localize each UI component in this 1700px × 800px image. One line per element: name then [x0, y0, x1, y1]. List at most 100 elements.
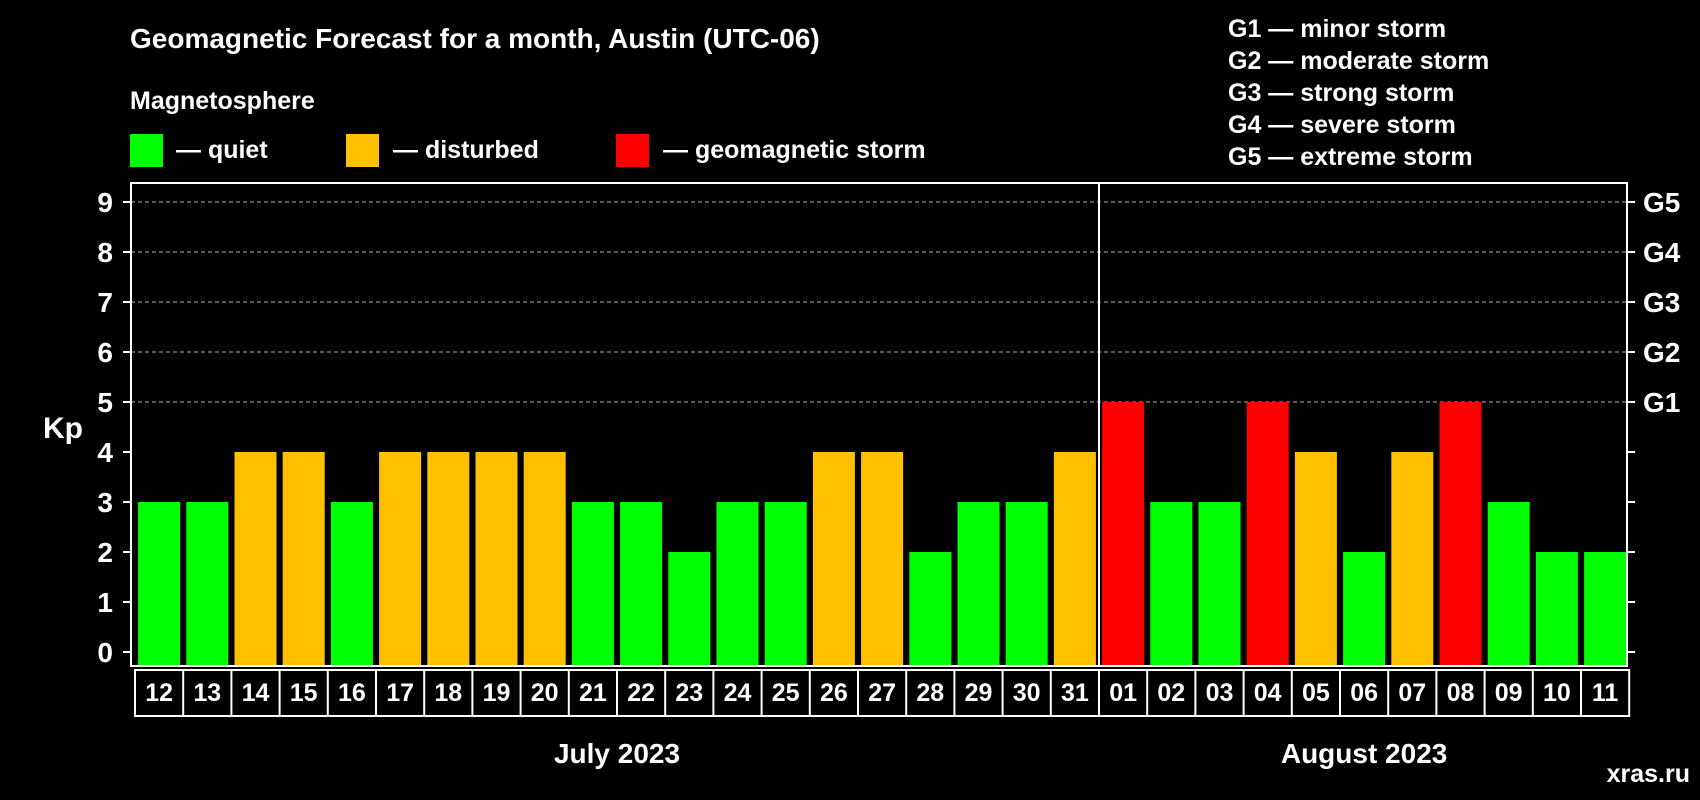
day-label-13: 13	[193, 679, 221, 707]
y-tick-label-2: 2	[97, 537, 113, 568]
day-label-28: 28	[916, 679, 944, 707]
y-tick-label-1: 1	[97, 587, 113, 618]
day-label-04: 04	[1254, 679, 1282, 707]
bar-day-19	[475, 452, 518, 667]
bar-day-16	[330, 502, 373, 667]
day-label-17: 17	[386, 679, 414, 707]
day-label-29: 29	[965, 679, 993, 707]
bar-day-06	[1343, 552, 1386, 667]
storm-scale-g3: G3 — strong storm	[1228, 79, 1454, 107]
g-scale-label-g2: G2	[1643, 337, 1680, 368]
bar-day-28	[909, 552, 952, 667]
day-label-12: 12	[145, 679, 173, 707]
day-label-25: 25	[772, 679, 800, 707]
g-scale-labels: G1 G2 G3 G4 G5	[1643, 187, 1681, 418]
legend-item-quiet: — quiet	[130, 134, 268, 167]
day-label-27: 27	[868, 679, 896, 707]
bar-day-22	[620, 502, 663, 667]
legend-label-quiet: — quiet	[176, 136, 268, 164]
day-label-19: 19	[483, 679, 511, 707]
bar-day-30	[1005, 502, 1048, 667]
bar-day-23	[668, 552, 711, 667]
legend-swatch-quiet	[130, 134, 163, 167]
day-label-05: 05	[1302, 679, 1330, 707]
bar-day-17	[379, 452, 422, 667]
day-label-20: 20	[531, 679, 559, 707]
bar-day-11	[1584, 552, 1627, 667]
legend-item-storm: — geomagnetic storm	[616, 134, 926, 167]
bar-day-14	[234, 452, 277, 667]
day-label-02: 02	[1157, 679, 1185, 707]
bar-day-02	[1150, 502, 1193, 667]
bar-day-13	[186, 502, 229, 667]
month-labels: July 2023 August 2023	[554, 738, 1447, 769]
day-label-23: 23	[675, 679, 703, 707]
legend-label-storm: — geomagnetic storm	[663, 136, 926, 164]
y-tick-label-0: 0	[97, 637, 113, 668]
storm-scale-g5: G5 — extreme storm	[1228, 143, 1473, 171]
plot-frame	[130, 182, 1628, 667]
bar-day-18	[427, 452, 470, 667]
storm-scale-g1: G1 — minor storm	[1228, 15, 1446, 43]
bar-day-10	[1535, 552, 1578, 667]
g-scale-label-g4: G4	[1643, 237, 1681, 268]
y-axis-label: Kp	[43, 412, 83, 445]
bar-day-24	[716, 502, 759, 667]
day-label-24: 24	[724, 679, 752, 707]
day-label-10: 10	[1543, 679, 1571, 707]
legend-item-disturbed: — disturbed	[346, 134, 539, 167]
watermark: xras.ru	[1607, 760, 1690, 788]
day-label-30: 30	[1013, 679, 1041, 707]
y-tick-labels: 0 1 2 3 4 5 6 7 8 9	[97, 187, 113, 668]
bar-day-03	[1198, 502, 1241, 667]
storm-scale-legend: G1 — minor storm G2 — moderate storm G3 …	[1228, 15, 1489, 171]
g-scale-label-g3: G3	[1643, 287, 1680, 318]
bar-day-04	[1246, 402, 1289, 667]
day-label-06: 06	[1350, 679, 1378, 707]
y-tick-label-8: 8	[97, 237, 113, 268]
y-tick-label-4: 4	[97, 437, 113, 468]
legend-swatch-storm	[616, 134, 649, 167]
day-label-15: 15	[290, 679, 318, 707]
bar-day-08	[1439, 402, 1482, 667]
bar-day-31	[1053, 452, 1096, 667]
day-labels: 12 13 14 15 16 17 18 19 20 21 22 23 24 25 26 27 28 29 30 31…	[134, 669, 1631, 717]
day-label-frame	[134, 669, 1631, 717]
bar-day-05	[1294, 452, 1337, 667]
bar-day-29	[957, 502, 1000, 667]
bar-day-21	[571, 502, 614, 667]
y-tick-label-5: 5	[97, 387, 113, 418]
gridlines	[131, 201, 1627, 403]
day-label-07: 07	[1398, 679, 1426, 707]
day-label-08: 08	[1447, 679, 1475, 707]
day-label-21: 21	[579, 679, 607, 707]
g-scale-label-g5: G5	[1643, 187, 1680, 218]
bar-day-15	[282, 452, 325, 667]
y-tick-label-3: 3	[97, 487, 113, 518]
day-label-11: 11	[1592, 679, 1619, 707]
bar-day-25	[764, 502, 807, 667]
legend-swatch-disturbed	[346, 134, 379, 167]
day-label-16: 16	[338, 679, 366, 707]
legend-section-title: Magnetosphere	[130, 87, 315, 115]
day-label-09: 09	[1495, 679, 1523, 707]
day-label-26: 26	[820, 679, 848, 707]
day-label-03: 03	[1206, 679, 1234, 707]
day-label-18: 18	[434, 679, 462, 707]
bar-day-09	[1487, 502, 1530, 667]
bar-day-26	[812, 452, 855, 667]
storm-scale-g2: G2 — moderate storm	[1228, 47, 1489, 75]
g-scale-label-g1: G1	[1643, 387, 1680, 418]
bar-day-20	[523, 452, 566, 667]
legend-label-disturbed: — disturbed	[393, 136, 539, 164]
month-label-1: August 2023	[1281, 738, 1448, 769]
day-label-14: 14	[242, 679, 270, 707]
axes	[123, 182, 1635, 667]
storm-scale-g4: G4 — severe storm	[1228, 111, 1456, 139]
y-tick-label-9: 9	[97, 187, 113, 218]
day-label-31: 31	[1061, 679, 1089, 707]
day-label-22: 22	[627, 679, 655, 707]
bar-day-12	[138, 502, 181, 667]
chart-title: Geomagnetic Forecast for a month, Austin…	[130, 23, 820, 54]
